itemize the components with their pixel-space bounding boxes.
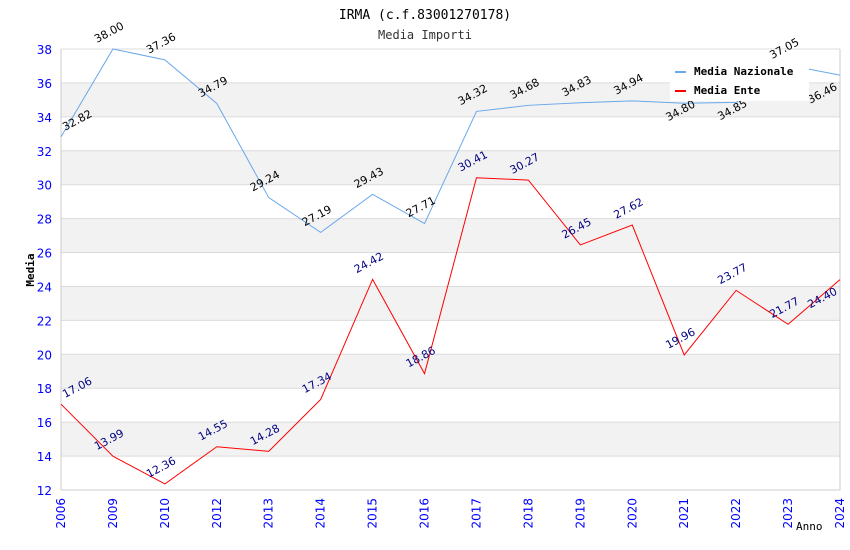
series-line-ente xyxy=(60,177,841,485)
data-label: 24.42 xyxy=(352,250,386,276)
y-tick-label: 16 xyxy=(37,416,52,430)
grid-band xyxy=(61,286,840,321)
grid-band xyxy=(61,218,840,253)
y-tick-label: 36 xyxy=(37,77,52,91)
chart-subtitle: Media Importi xyxy=(378,28,472,42)
legend: Media Nazionale Media Ente xyxy=(670,60,809,101)
y-tick-label: 34 xyxy=(37,111,52,125)
x-tick-label: 2022 xyxy=(729,498,743,529)
y-axis-label: Media xyxy=(24,253,37,286)
x-tick-label: 2016 xyxy=(418,498,432,529)
data-label: 37.36 xyxy=(144,30,178,56)
y-tick-label: 24 xyxy=(37,280,52,294)
x-tick-label: 2020 xyxy=(625,498,639,529)
y-tick-label: 28 xyxy=(37,213,52,227)
x-tick-label: 2021 xyxy=(677,498,691,529)
legend-swatch-nazionale xyxy=(675,71,686,73)
data-label: 23.77 xyxy=(715,261,749,287)
legend-swatch-ente xyxy=(675,90,686,92)
data-label: 12.36 xyxy=(144,454,178,480)
grid-band xyxy=(61,354,840,389)
data-label: 38.00 xyxy=(92,19,126,45)
y-tick-label: 26 xyxy=(37,247,52,261)
x-tick-label: 2014 xyxy=(314,498,328,529)
grid-band xyxy=(61,422,840,457)
x-tick-label: 2006 xyxy=(54,498,68,529)
y-tick-label: 20 xyxy=(37,348,52,362)
y-tick-label: 38 xyxy=(37,43,52,57)
x-tick-label: 2023 xyxy=(781,498,795,529)
y-tick-label: 32 xyxy=(37,145,52,159)
legend-box xyxy=(670,60,809,101)
x-tick-label: 2009 xyxy=(106,498,120,529)
x-tick-label: 2018 xyxy=(521,498,535,529)
x-tick-label: 2013 xyxy=(262,498,276,529)
y-tick-label: 12 xyxy=(37,484,52,498)
legend-label-ente: Media Ente xyxy=(694,84,761,97)
chart-title: IRMA (c.f.83001270178) xyxy=(339,8,511,23)
x-axis-label: Anno xyxy=(796,520,823,533)
y-tick-label: 18 xyxy=(37,382,52,396)
x-tick-label: 2024 xyxy=(833,498,847,529)
y-tick-label: 22 xyxy=(37,314,52,328)
x-tick-label: 2012 xyxy=(210,498,224,529)
y-tick-label: 14 xyxy=(37,450,52,464)
legend-label-nazionale: Media Nazionale xyxy=(694,65,794,78)
data-label: 27.62 xyxy=(612,195,646,221)
x-tick-label: 2010 xyxy=(158,498,172,529)
data-label: 27.71 xyxy=(404,194,438,220)
x-tick-label: 2015 xyxy=(366,498,380,529)
y-tick-label: 30 xyxy=(37,179,52,193)
series-line-nazionale xyxy=(60,48,841,233)
x-tick-label: 2017 xyxy=(469,498,483,529)
data-label: 37.05 xyxy=(767,35,801,61)
x-tick-label: 2019 xyxy=(573,498,587,529)
data-label: 19.96 xyxy=(664,325,698,351)
